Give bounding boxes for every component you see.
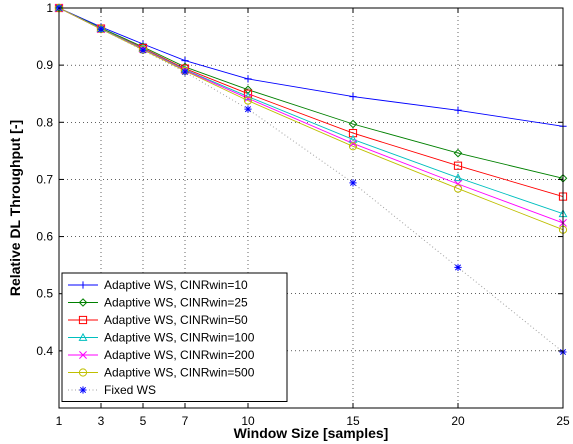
series-5-point: [244, 94, 252, 103]
legend-box: [61, 272, 288, 402]
x-tick-label: 25: [556, 414, 570, 428]
legend-marker-2: [78, 298, 88, 307]
series-7-point: [244, 105, 252, 113]
legend-marker-7: [79, 386, 87, 394]
x-tick-label: 15: [346, 414, 360, 428]
legend-entry-5: Adaptive WS, CINRwin=200: [104, 348, 255, 362]
series-7-point: [454, 263, 462, 272]
series-line-2: [58, 7, 564, 179]
series-6-point: [348, 142, 358, 151]
y-tick-label: 0.5: [36, 287, 53, 301]
x-tick-label: 3: [98, 414, 105, 428]
tick-labels: 1 3 5 7 10 15 20 25 0.4 0.5 0.6 0.7 0.8 0.9 1: [36, 1, 570, 428]
legend: Adaptive WS, CINRwin=10 Adaptive WS, CINR…: [61, 272, 288, 402]
axes: [58, 7, 564, 409]
series-3-point: [453, 161, 463, 170]
y-tick-label: 0.7: [36, 172, 53, 186]
series-2-point: [348, 119, 358, 129]
series-2-point: [453, 148, 463, 158]
series-4-point: [453, 173, 463, 182]
series-line-6: [58, 7, 564, 231]
legend-entry-1: Adaptive WS, CINRwin=10: [104, 278, 248, 292]
legend-entry-7: Fixed WS: [104, 383, 156, 397]
legend-entry-2: Adaptive WS, CINRwin=25: [104, 296, 248, 310]
legend-marker-5: [79, 351, 87, 359]
legend-marker-1: [79, 281, 87, 289]
series-lines: [58, 7, 564, 353]
series-5-point: [349, 139, 357, 148]
series-5-point: [454, 180, 462, 188]
legend-marker-4: [78, 332, 88, 341]
y-tick-label: 0.4: [36, 344, 53, 358]
legend-marker-3: [78, 315, 88, 325]
series-7-point: [139, 46, 147, 54]
x-axis-label: Window Size [samples]: [234, 425, 389, 441]
legend-marker-6: [78, 368, 88, 377]
y-tick-label: 0.6: [36, 230, 53, 244]
series-7-point: [97, 25, 105, 33]
y-tick-label: 0.8: [36, 115, 53, 129]
series-1-point: [244, 75, 252, 83]
series-1-point: [454, 106, 462, 114]
axes-box: [58, 7, 564, 409]
legend-entry-6: Adaptive WS, CINRwin=500: [104, 366, 255, 380]
series-7-point: [349, 179, 357, 187]
series-1-point: [349, 92, 357, 101]
x-tick-label: 10: [241, 414, 255, 428]
series-7-point: [181, 68, 189, 76]
series-line-1: [58, 7, 564, 127]
series-6-point: [243, 96, 253, 105]
x-tick-label: 1: [56, 414, 63, 428]
y-tick-label: 0.9: [36, 58, 53, 72]
legend-entry-3: Adaptive WS, CINRwin=50: [104, 313, 248, 327]
x-tick-label: 20: [451, 414, 465, 428]
series-line-4: [58, 7, 564, 215]
x-tick-label: 5: [140, 414, 147, 428]
series-line-7: [58, 7, 564, 353]
series-6-point: [453, 184, 463, 193]
y-tick-label: 1: [46, 1, 53, 15]
x-tick-label: 7: [182, 414, 189, 428]
legend-entry-4: Adaptive WS, CINRwin=100: [104, 331, 255, 345]
y-axis-label: Relative DL Throughput [-]: [7, 120, 23, 296]
